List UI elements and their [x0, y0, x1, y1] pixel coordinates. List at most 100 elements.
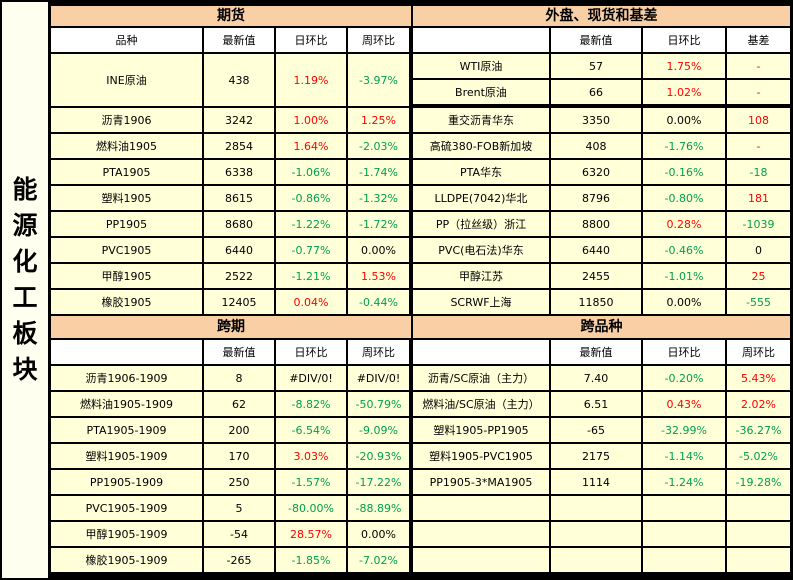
cross-col-header: 最新值	[551, 340, 641, 364]
spread-cell: 200	[204, 418, 274, 442]
spot-row-label: 重交沥青华东	[413, 108, 549, 132]
spot-cell: 2455	[551, 264, 641, 288]
spot-cell: 3350	[551, 108, 641, 132]
spot-cell: -1.01%	[643, 264, 725, 288]
spread-cell: -17.22%	[348, 470, 409, 494]
spread-cell: #DIV/0!	[276, 366, 346, 390]
spread-cell: #DIV/0!	[348, 366, 409, 390]
side-panel: 能源化工板块	[2, 2, 48, 578]
futures-cell: -1.06%	[276, 160, 346, 184]
spread-row-label: 沥青1906-1909	[51, 366, 202, 390]
spot-col-header	[413, 28, 549, 52]
spot-row-label: WTI原油	[413, 54, 549, 78]
spot-cell: 25	[727, 264, 790, 288]
spread-row-label: 燃料油1905-1909	[51, 392, 202, 416]
futures-cell: -1.32%	[348, 186, 409, 210]
spread-row-label: PVC1905-1909	[51, 496, 202, 520]
spread-cell: -8.82%	[276, 392, 346, 416]
cross-cell: 2.02%	[727, 392, 790, 416]
futures-cell: -1.74%	[348, 160, 409, 184]
spread-col-header: 最新值	[204, 340, 274, 364]
spot-cell: 1.02%	[643, 80, 725, 104]
cross-cell: 6.51	[551, 392, 641, 416]
futures-col-header: 品种	[51, 28, 202, 52]
cross-cell: -65	[551, 418, 641, 442]
spread-cell: -80.00%	[276, 496, 346, 520]
cross-empty-cell	[551, 496, 641, 520]
spot-cell: 408	[551, 134, 641, 158]
cross-row-label: 塑料1905-PP1905	[413, 418, 549, 442]
cross-row-label: PP1905-3*MA1905	[413, 470, 549, 494]
cross-cell: -1.14%	[643, 444, 725, 468]
spot-cell: 6440	[551, 238, 641, 262]
side-title-char: 能	[12, 175, 38, 204]
spread-cell: 5	[204, 496, 274, 520]
cross-cell: 1114	[551, 470, 641, 494]
cross-empty-cell	[643, 522, 725, 546]
spot-row-label: PP（拉丝级）浙江	[413, 212, 549, 236]
spot-cell: 0.00%	[643, 108, 725, 132]
spot-row-label: 高硫380-FOB新加坡	[413, 134, 549, 158]
futures-cell: 1.53%	[348, 264, 409, 288]
spread-cell: -265	[204, 548, 274, 572]
cross-col-header: 日环比	[643, 340, 725, 364]
spread-row-label: 橡胶1905-1909	[51, 548, 202, 572]
spread-row-label: 塑料1905-1909	[51, 444, 202, 468]
side-title: 能源化工板块	[2, 172, 48, 388]
cross-empty-cell	[413, 548, 549, 572]
cross-cell: -0.20%	[643, 366, 725, 390]
spread-cell: 62	[204, 392, 274, 416]
futures-cell: 1.25%	[348, 108, 409, 132]
spread-cell: 250	[204, 470, 274, 494]
cross-empty-cell	[413, 522, 549, 546]
cross-empty-cell	[727, 548, 790, 572]
cross-cell: 7.40	[551, 366, 641, 390]
spot-cell: 11850	[551, 290, 641, 314]
futures-row-label: 燃料油1905	[51, 134, 202, 158]
side-title-char: 工	[12, 283, 38, 312]
spot-cell: 108	[727, 108, 790, 132]
futures-row-label: PP1905	[51, 212, 202, 236]
futures-cell: 6338	[204, 160, 274, 184]
spot-cell: -	[727, 134, 790, 158]
spread-cell: 3.03%	[276, 444, 346, 468]
spot-row-label: Brent原油	[413, 80, 549, 104]
cross-row-label: 塑料1905-PVC1905	[413, 444, 549, 468]
cross-cell: -32.99%	[643, 418, 725, 442]
spread-cell: 0.00%	[348, 522, 409, 546]
cross-cell: -1.24%	[643, 470, 725, 494]
spot-cell: 1.75%	[643, 54, 725, 78]
futures-cell: 8680	[204, 212, 274, 236]
spread-cell: -6.54%	[276, 418, 346, 442]
cross-cell: 0.43%	[643, 392, 725, 416]
futures-col-header: 最新值	[204, 28, 274, 52]
futures-row-label: INE原油	[51, 54, 202, 106]
futures-row-label: 甲醇1905	[51, 264, 202, 288]
futures-row-label: 塑料1905	[51, 186, 202, 210]
futures-cell: 2522	[204, 264, 274, 288]
spread-cell: -1.57%	[276, 470, 346, 494]
spot-cell: 0.28%	[643, 212, 725, 236]
cross-cell: -36.27%	[727, 418, 790, 442]
futures-cell: 2854	[204, 134, 274, 158]
futures-row-label: PVC1905	[51, 238, 202, 262]
side-title-char: 板	[12, 319, 38, 348]
spot-row-label: SCRWF上海	[413, 290, 549, 314]
section-title-cross: 跨品种	[413, 316, 790, 338]
futures-cell: 0.04%	[276, 290, 346, 314]
spot-cell: 8796	[551, 186, 641, 210]
cross-col-header: 周环比	[727, 340, 790, 364]
side-title-char: 源	[12, 211, 38, 240]
futures-col-header: 周环比	[348, 28, 409, 52]
cross-empty-cell	[643, 548, 725, 572]
futures-cell: 12405	[204, 290, 274, 314]
spread-col-header: 日环比	[276, 340, 346, 364]
futures-row-label: 橡胶1905	[51, 290, 202, 314]
spread-cell: -1.85%	[276, 548, 346, 572]
spot-cell: 0.00%	[643, 290, 725, 314]
spot-cell: 0	[727, 238, 790, 262]
spread-cell: -7.02%	[348, 548, 409, 572]
futures-cell: 3242	[204, 108, 274, 132]
spot-cell: -0.16%	[643, 160, 725, 184]
spot-cell: 6320	[551, 160, 641, 184]
